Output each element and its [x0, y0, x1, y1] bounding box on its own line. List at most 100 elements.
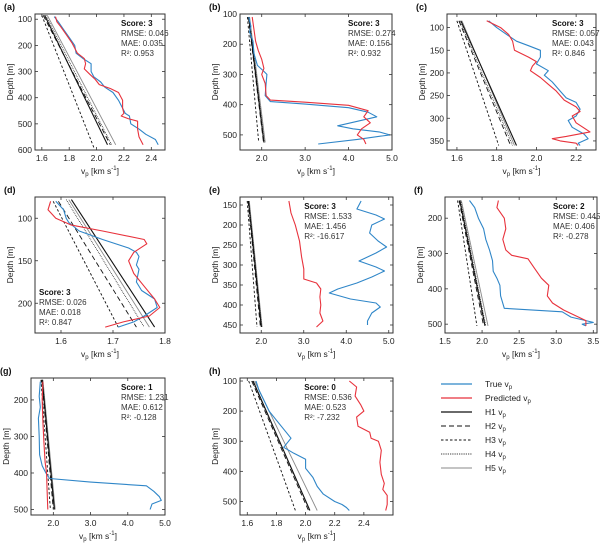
axes-box: [444, 196, 598, 334]
series-line-h3: [40, 379, 51, 510]
y-tick-label: 100: [223, 376, 237, 386]
x-axis-label: vp [km s-1]: [81, 166, 119, 178]
series-line-predicted: [41, 381, 49, 510]
x-tick-label: 1.5: [439, 336, 451, 346]
stat-score: Score: 3: [121, 19, 153, 28]
stat-r2: R²: -7.232: [304, 413, 340, 422]
y-axis-label: Depth [m]: [5, 247, 15, 284]
stat-rmse: RMSE: 1.533: [304, 212, 352, 221]
y-tick-label: 200: [223, 220, 237, 230]
y-tick-label: 500: [223, 130, 237, 140]
y-tick-label: 300: [14, 431, 28, 441]
y-axis-label: Depth [m]: [1, 428, 11, 465]
x-axis-label: vp [km s-1]: [298, 531, 336, 543]
panel-label: (b): [209, 2, 221, 12]
y-tick-label: 400: [223, 466, 237, 476]
y-tick-label: 200: [430, 68, 444, 78]
stat-mae: MAE: 0.406: [553, 222, 595, 231]
stat-mae: MAE: 0.523: [304, 403, 346, 412]
stat-r2: R²: 0.846: [552, 49, 585, 58]
legend-label: H2 vp: [485, 421, 506, 433]
series-group: [248, 380, 388, 511]
y-tick-label: 400: [428, 284, 442, 294]
x-tick-label: 1.8: [63, 153, 75, 163]
series-line-predicted: [486, 20, 591, 146]
series-line-true: [37, 381, 162, 510]
series-line-h4: [459, 20, 513, 146]
series-group: [456, 20, 591, 146]
axes-box: [239, 13, 393, 151]
x-tick-label: 2.0: [300, 518, 312, 528]
series-line-h1: [44, 15, 108, 146]
series-line-predicted: [251, 16, 371, 145]
stat-rmse: RMSE: 0.536: [304, 393, 352, 402]
x-axis-label: vp [km s-1]: [297, 166, 335, 178]
x-tick-label: 1.6: [36, 153, 48, 163]
y-tick-label: 500: [18, 119, 32, 129]
y-tick-label: 150: [430, 45, 444, 55]
y-tick-label: 300: [430, 113, 444, 123]
axes-box: [34, 196, 166, 334]
legend-item-h1: H1 vp: [441, 407, 506, 419]
series-line-predicted: [288, 200, 324, 328]
stat-mae: MAE: 0.156: [348, 39, 390, 48]
y-axis-label: Depth [m]: [5, 64, 15, 101]
series-line-h5: [42, 379, 56, 510]
series-group: [246, 16, 391, 145]
legend-label: H5 vp: [485, 463, 506, 475]
legend-item-h4: H4 vp: [441, 449, 506, 461]
y-tick-label: 400: [18, 93, 32, 103]
x-axis-label: vp [km s-1]: [298, 349, 336, 361]
x-tick-label: 3.0: [550, 336, 562, 346]
x-tick-label: 2.0: [47, 518, 59, 528]
legend-item-true: True vp: [441, 379, 513, 391]
stat-rmse: RMSE: 0.274: [348, 29, 396, 38]
y-tick-label: 300: [428, 249, 442, 259]
y-axis-label: Depth [m]: [210, 428, 220, 465]
y-axis-label: Depth [m]: [417, 64, 427, 101]
series-line-h2: [58, 201, 137, 328]
series-line-h3: [246, 16, 260, 143]
stat-rmse: RMSE: 0.046: [121, 29, 169, 38]
series-line-h5: [68, 199, 150, 328]
y-tick-label: 350: [223, 280, 237, 290]
y-tick-label: 100: [18, 14, 32, 24]
series-line-h3: [456, 20, 500, 146]
x-tick-label: 1.8: [159, 336, 171, 346]
legend-item-h5: H5 vp: [441, 463, 506, 475]
series-line-h1: [252, 380, 311, 511]
y-tick-label: 250: [223, 240, 237, 250]
series-line-h5: [46, 15, 117, 146]
series-group: [37, 379, 162, 510]
legend-label: True vp: [485, 379, 513, 391]
x-tick-label: 2.0: [476, 336, 488, 346]
y-tick-label: 600: [18, 145, 32, 155]
series-line-true: [328, 200, 388, 325]
x-tick-label: 3.0: [85, 518, 97, 528]
y-tick-label: 200: [18, 40, 32, 50]
x-tick-label: 2.0: [91, 153, 103, 163]
series-group: [47, 199, 161, 328]
stat-mae: MAE: 0.612: [121, 403, 163, 412]
series-line-h4: [45, 15, 112, 145]
x-tick-label: 3.0: [299, 153, 311, 163]
panel-g: 2.0 3.0 4.0 5.0 200 300 400 500 vp [km s-1] Depth…: [0, 366, 171, 543]
legend: True vp Predicted vp H1 vp H2 vp H3 vp H4 vp H…: [441, 379, 532, 475]
x-tick-label: 4.0: [343, 153, 355, 163]
series-line-h3: [41, 15, 95, 148]
x-axis-label: vp [km s-1]: [502, 349, 540, 361]
y-tick-label: 500: [223, 496, 237, 506]
y-axis-label: Depth [m]: [415, 247, 425, 284]
panel-label: (h): [209, 366, 221, 376]
series-line-true: [469, 200, 594, 327]
series-line-true: [53, 16, 159, 146]
y-tick-label: 100: [223, 9, 237, 19]
x-tick-label: 4.0: [340, 336, 352, 346]
y-tick-label: 400: [14, 468, 28, 478]
x-tick-label: 2.0: [256, 153, 268, 163]
y-tick-label: 100: [430, 23, 444, 33]
stat-rmse: RMSE: 1.231: [121, 393, 169, 402]
stat-rmse: RMSE: 0.445: [553, 212, 600, 221]
series-line-h1: [70, 199, 156, 328]
panel-label: (c): [416, 2, 427, 12]
